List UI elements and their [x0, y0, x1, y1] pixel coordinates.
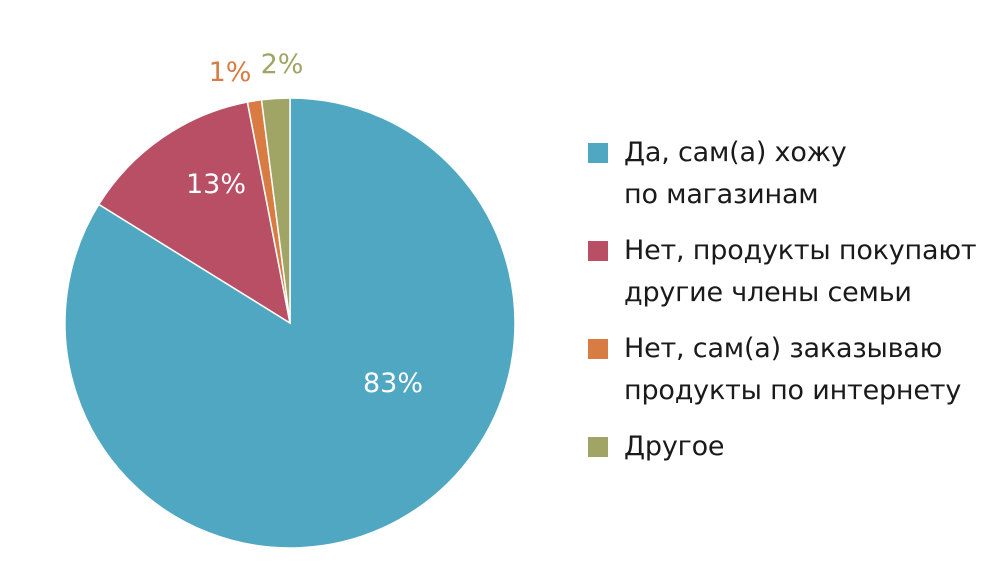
legend-item: Другое — [588, 426, 988, 468]
legend-label: Другое — [624, 431, 725, 462]
legend-item: Нет, продукты покупают другие члены семьи — [588, 230, 988, 314]
legend-label: Нет, сам(а) заказываю продукты по интерне… — [624, 333, 962, 406]
pie-slice — [260, 97, 291, 324]
legend-label: Нет, продукты покупают другие члены семьи — [624, 235, 977, 308]
pie-slice — [64, 97, 516, 549]
legend-swatch — [588, 143, 608, 163]
legend-item: Да, сам(а) хожу по магазинам — [588, 132, 988, 216]
legend-item: Нет, сам(а) заказываю продукты по интерне… — [588, 328, 988, 412]
data-label: 83% — [363, 368, 423, 399]
data-label: 2% — [261, 49, 304, 80]
chart-legend: Да, сам(а) хожу по магазинам Нет, продукт… — [588, 132, 988, 482]
legend-swatch — [588, 241, 608, 261]
legend-swatch — [588, 339, 608, 359]
legend-swatch — [588, 437, 608, 457]
data-label: 1% — [209, 57, 252, 88]
data-label: 13% — [186, 169, 246, 200]
pie-slice — [97, 101, 292, 325]
legend-label: Да, сам(а) хожу по магазинам — [624, 137, 847, 210]
